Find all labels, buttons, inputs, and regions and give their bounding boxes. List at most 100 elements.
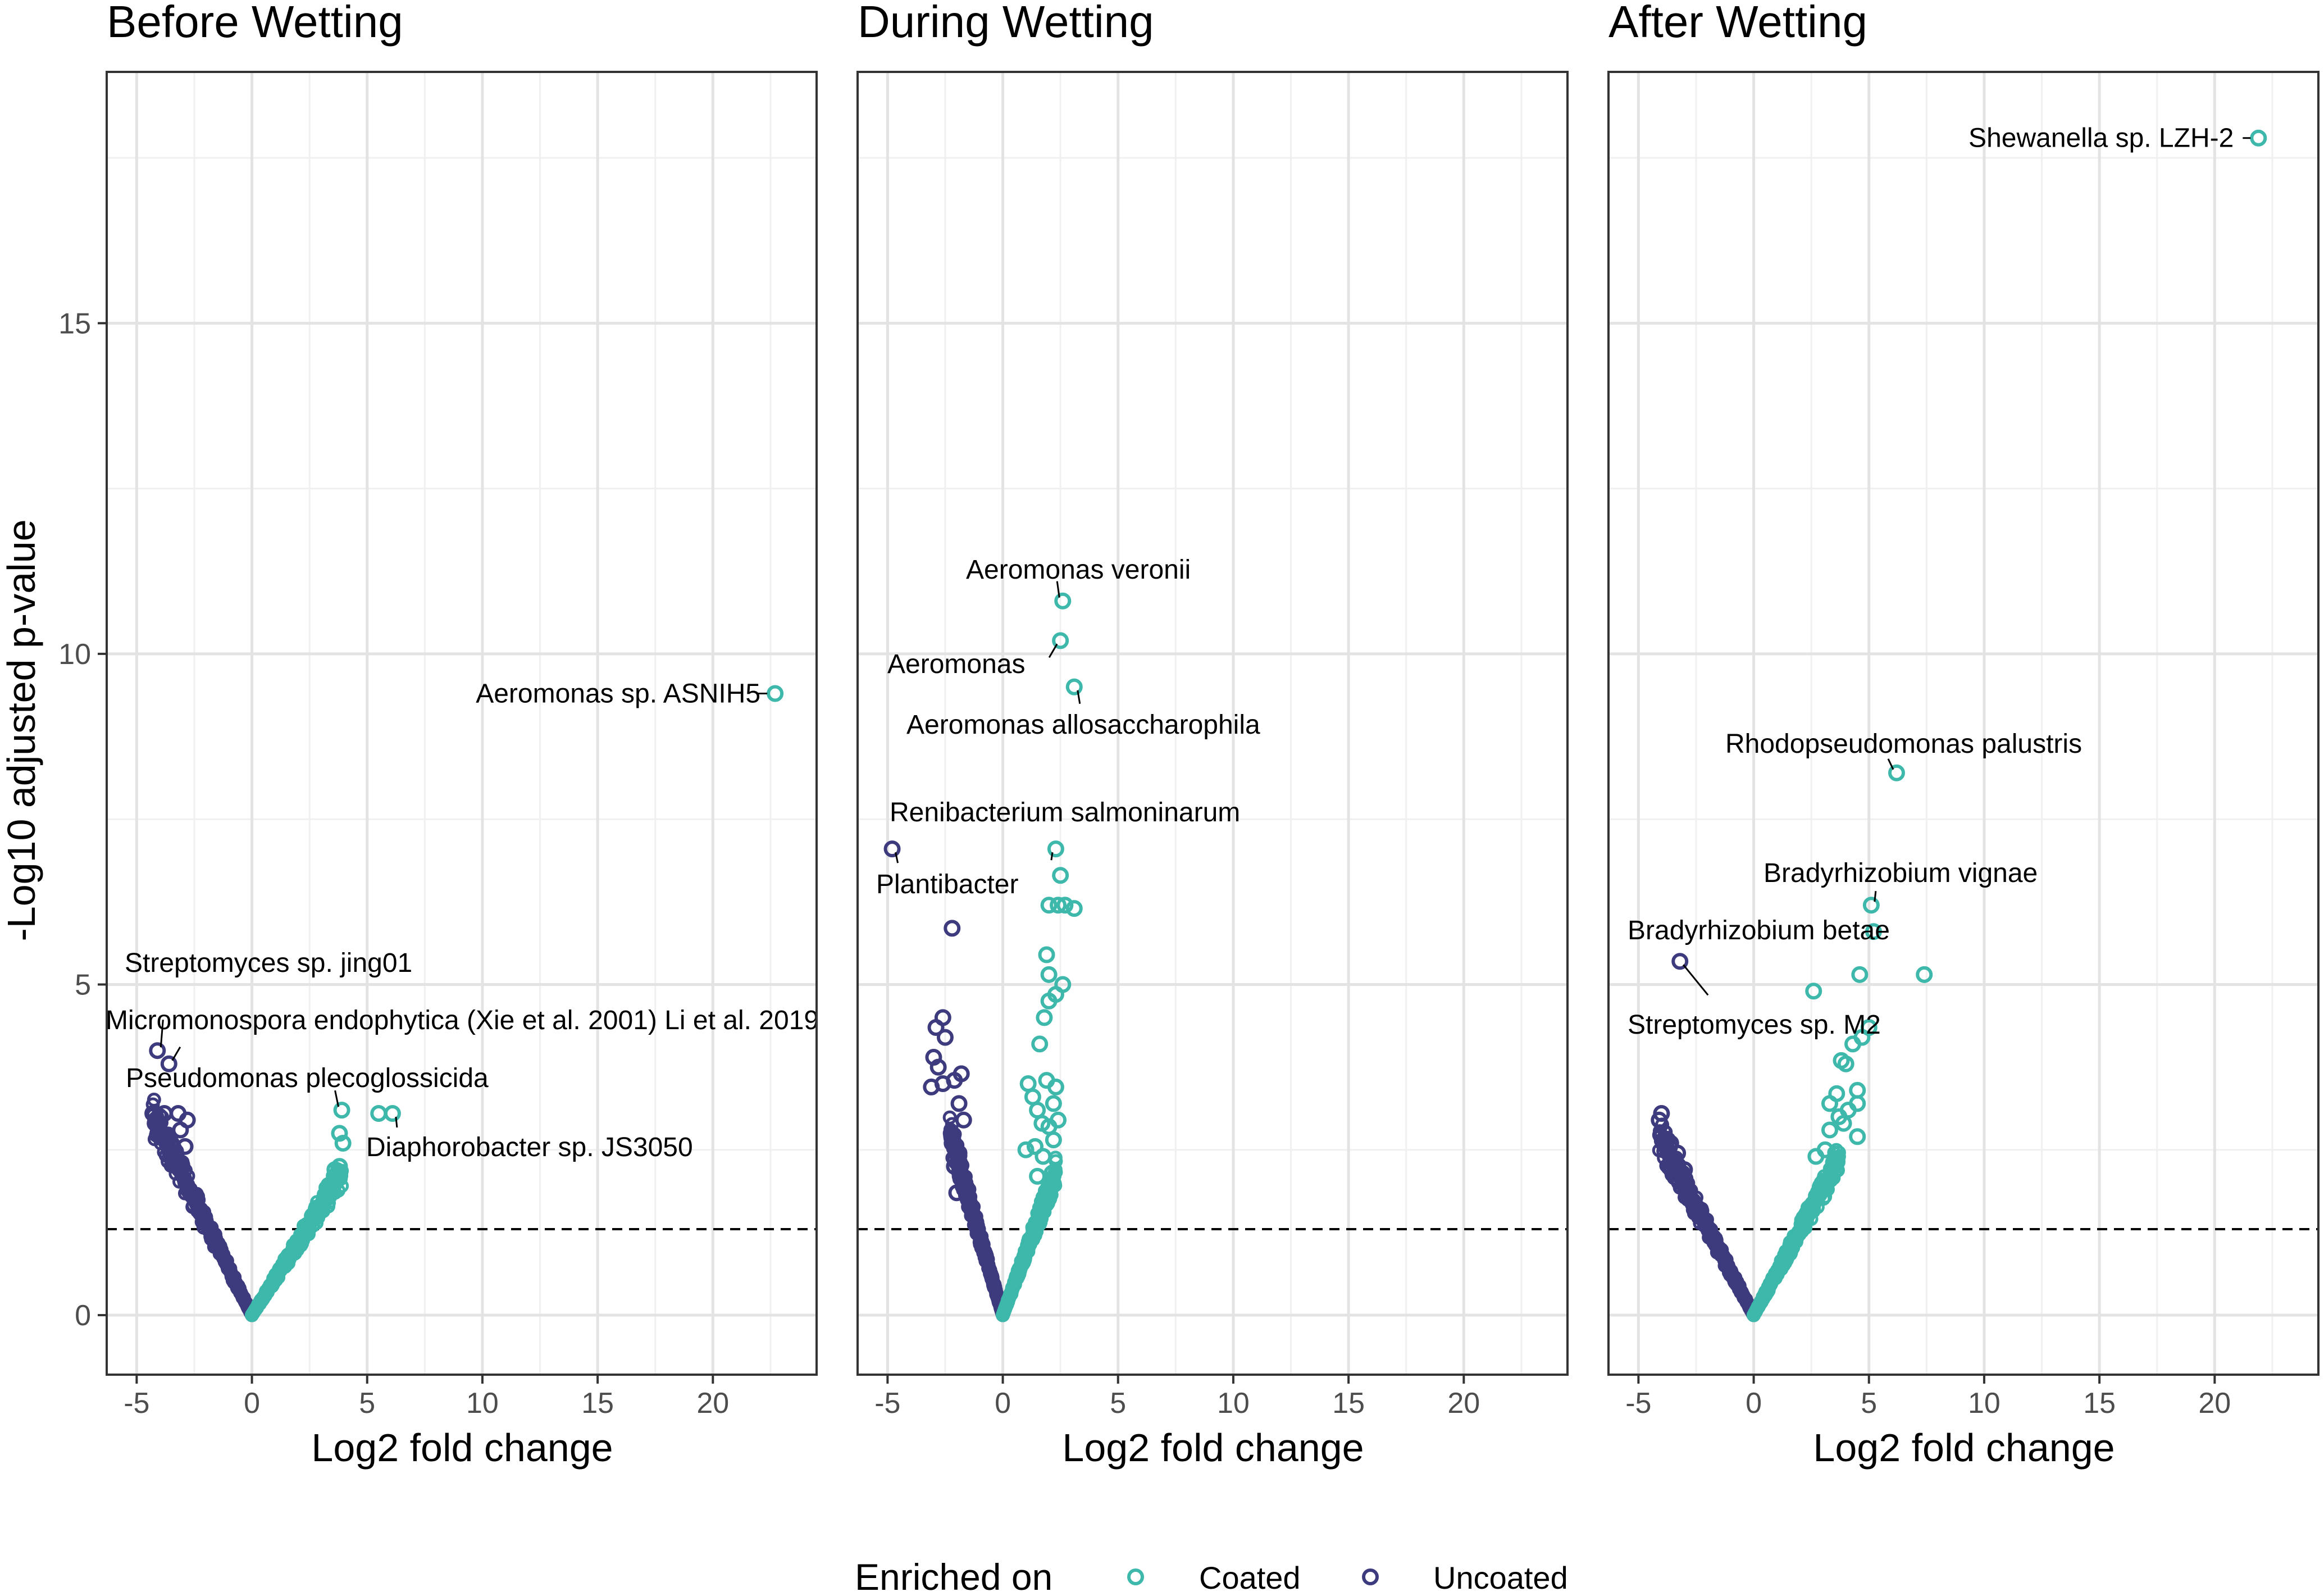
data-point-coated xyxy=(1027,1138,1043,1155)
data-point-uncoated xyxy=(1652,1127,1666,1142)
data-point-coated xyxy=(1835,1115,1852,1132)
point-label: Aeromonas veronii xyxy=(966,555,1191,585)
labeled-point xyxy=(2250,129,2267,147)
data-point-uncoated xyxy=(942,1126,957,1140)
data-point-uncoated xyxy=(959,1191,977,1208)
data-point-uncoated xyxy=(151,1128,168,1145)
data-point-uncoated xyxy=(1669,1144,1687,1162)
labeled-point xyxy=(160,1055,177,1072)
label-leader-line xyxy=(1887,758,1894,770)
data-point-coated xyxy=(1040,897,1058,914)
legend-label-uncoated: Uncoated xyxy=(1433,1560,1568,1595)
x-tick-label: 5 xyxy=(359,1387,375,1420)
data-point-coated xyxy=(1036,1009,1053,1026)
point-label: Plantibacter xyxy=(876,870,1018,899)
labeled-point xyxy=(767,685,784,702)
point-label: Rhodopseudomonas palustris xyxy=(1725,729,2082,759)
data-point-uncoated xyxy=(946,1158,963,1175)
x-tick-label: 0 xyxy=(1746,1387,1762,1420)
data-point-uncoated xyxy=(144,1105,162,1122)
x-axis-label: Log2 fold change xyxy=(1813,1426,2115,1470)
label-leader-line xyxy=(1056,581,1060,598)
x-tick-label: 10 xyxy=(1968,1387,2001,1420)
data-point-coated xyxy=(1056,897,1074,914)
labeled-point xyxy=(1052,632,1069,649)
legend-key-coated xyxy=(1127,1568,1144,1585)
panel-border xyxy=(106,71,818,1376)
data-point-uncoated xyxy=(172,1121,189,1139)
data-point-uncoated xyxy=(955,1171,972,1188)
y-tick-label: 10 xyxy=(58,638,91,671)
panel-title: After Wetting xyxy=(1608,0,1867,47)
data-point-coated xyxy=(1038,946,1055,963)
panel-border xyxy=(856,71,1569,1376)
data-point-uncoated xyxy=(942,1110,957,1125)
x-axis-label: Log2 fold change xyxy=(1062,1426,1364,1470)
labeled-point xyxy=(1865,923,1882,940)
y-tick-label: 15 xyxy=(58,307,91,340)
x-tick-label: 10 xyxy=(466,1387,499,1420)
label-leader-line xyxy=(1050,852,1054,861)
data-point-uncoated xyxy=(1652,1143,1666,1158)
point-label: Micromonospora endophytica (Xie et al. 2… xyxy=(106,1006,819,1035)
data-point-coated xyxy=(335,1179,349,1193)
x-tick-label: 20 xyxy=(1447,1387,1480,1420)
y-tick-label: 0 xyxy=(75,1299,91,1332)
y-tick-label: 5 xyxy=(75,968,91,1001)
data-point-coated xyxy=(1851,966,1869,983)
point-label: Diaphorobacter sp. JS3050 xyxy=(366,1133,693,1162)
data-point-coated xyxy=(1821,1121,1838,1139)
data-point-coated xyxy=(1047,1078,1064,1095)
labeled-point xyxy=(1047,840,1064,858)
data-point-coated xyxy=(1050,1111,1067,1129)
data-point-coated xyxy=(1031,1035,1049,1053)
data-point-coated xyxy=(1065,900,1083,917)
data-point-uncoated xyxy=(1676,1161,1693,1179)
x-tick-label: -5 xyxy=(874,1387,900,1420)
labeled-point xyxy=(149,1042,166,1060)
label-leader-line xyxy=(171,1046,181,1061)
data-point-coated xyxy=(1054,976,1072,993)
data-point-coated xyxy=(1830,1163,1845,1177)
x-tick-label: 5 xyxy=(1110,1387,1126,1420)
x-tick-label: 0 xyxy=(244,1387,260,1420)
label-leader-line xyxy=(1048,643,1058,658)
label-leader-line xyxy=(1077,690,1081,704)
data-point-uncoated xyxy=(950,1095,968,1112)
point-label: Renibacterium salmoninarum xyxy=(890,798,1240,827)
data-point-coated xyxy=(1017,1141,1035,1158)
panel-after-wetting: After Wetting Shewanella sp. LZH-2 Rhodop… xyxy=(1607,0,2320,1420)
data-point-coated xyxy=(1045,1131,1062,1149)
x-axis-label: Log2 fold change xyxy=(311,1426,613,1470)
point-label: Aeromonas xyxy=(887,649,1025,679)
data-point-uncoated xyxy=(944,920,961,937)
labeled-point xyxy=(1862,897,1880,914)
labeled-point xyxy=(1671,953,1689,970)
points-group xyxy=(883,592,1083,1322)
data-point-coated xyxy=(1849,1128,1866,1145)
panel-before-wetting: Before Wetting Aeromonas sp. ASNIH5 Strep… xyxy=(58,0,819,1420)
point-label: Streptomyces sp. M2 xyxy=(1628,1010,1881,1040)
point-label: Aeromonas allosaccharophila xyxy=(906,710,1260,740)
points-group xyxy=(144,685,784,1322)
data-point-coated xyxy=(1040,992,1058,1010)
x-tick-label: -5 xyxy=(124,1387,149,1420)
x-tick-label: 10 xyxy=(1217,1387,1250,1420)
data-point-coated xyxy=(1040,966,1058,983)
labeled-point xyxy=(1065,678,1083,695)
point-label: Pseudomonas plecoglossicida xyxy=(126,1063,489,1093)
labeled-point xyxy=(883,840,901,858)
data-point-coated xyxy=(1916,966,1933,983)
data-point-coated xyxy=(331,1158,348,1175)
x-tick-label: 5 xyxy=(1861,1387,1877,1420)
points-group xyxy=(1651,129,2267,1322)
data-point-coated xyxy=(1050,897,1067,914)
data-point-coated xyxy=(1807,1148,1825,1165)
data-point-coated xyxy=(1029,1167,1046,1185)
data-point-uncoated xyxy=(929,1058,947,1076)
data-point-coated xyxy=(1837,1055,1854,1072)
data-point-coated xyxy=(1052,867,1069,884)
label-leader-line xyxy=(1683,964,1709,996)
data-point-coated xyxy=(1831,1145,1846,1160)
panel-title: Before Wetting xyxy=(107,0,403,47)
